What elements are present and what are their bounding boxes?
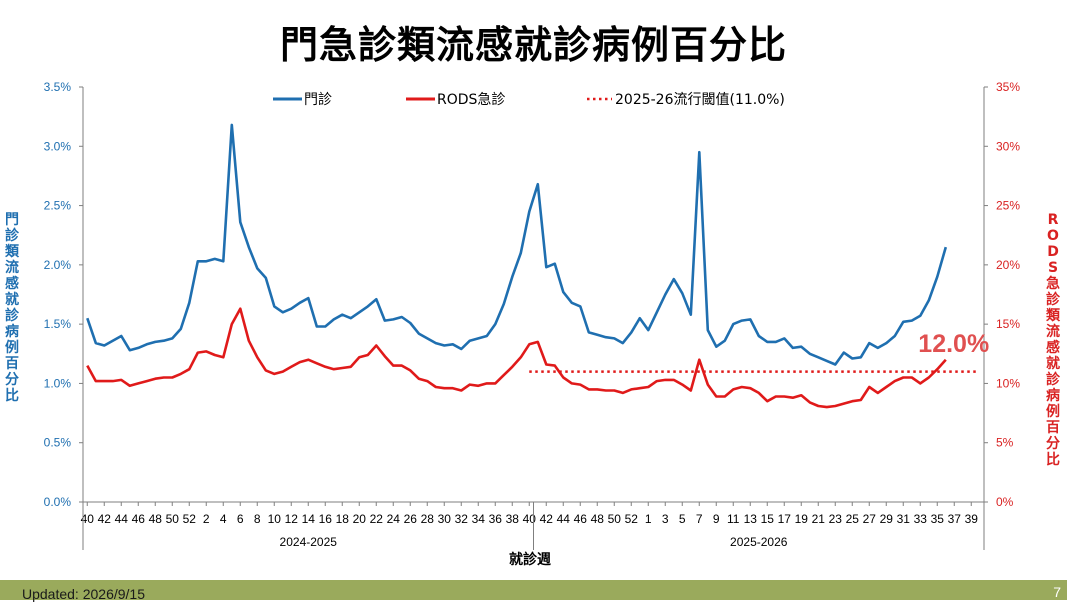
x-tick-label: 37 (948, 512, 962, 526)
x-tick-label: 48 (591, 512, 605, 526)
x-tick-label: 31 (897, 512, 911, 526)
x-tick-label: 18 (336, 512, 350, 526)
y-tick-right-label: 0% (996, 495, 1014, 509)
x-tick-label: 40 (523, 512, 537, 526)
x-tick-label: 46 (132, 512, 146, 526)
legend-label-outpatient: 門診 (304, 92, 332, 108)
x-tick-label: 7 (696, 512, 703, 526)
y-tick-right-label: 25% (996, 199, 1020, 213)
x-tick-label: 26 (404, 512, 418, 526)
x-tick-label: 20 (353, 512, 367, 526)
season-label-2025-2026: 2025-2026 (730, 535, 788, 549)
y-tick-left-label: 1.5% (44, 317, 72, 331)
x-tick-label: 25 (846, 512, 860, 526)
x-tick-label: 40 (81, 512, 95, 526)
x-tick-label: 32 (455, 512, 469, 526)
x-tick-label: 52 (183, 512, 197, 526)
y-tick-left-label: 3.5% (44, 80, 72, 94)
x-tick-label: 44 (115, 512, 129, 526)
x-tick-label: 24 (387, 512, 401, 526)
x-axis-label: 就診週 (509, 551, 551, 568)
x-tick-label: 12 (285, 512, 299, 526)
y-tick-left-label: 3.0% (44, 139, 72, 153)
x-tick-label: 52 (625, 512, 639, 526)
x-tick-label: 34 (472, 512, 486, 526)
updated-text: Updated: 2026/9/15 (22, 586, 145, 602)
x-tick-label: 42 (98, 512, 112, 526)
x-tick-label: 6 (237, 512, 244, 526)
x-tick-label: 50 (608, 512, 622, 526)
x-tick-label: 42 (540, 512, 554, 526)
x-tick-label: 13 (744, 512, 758, 526)
x-tick-label: 39 (965, 512, 979, 526)
x-tick-label: 38 (506, 512, 520, 526)
x-tick-label: 10 (268, 512, 282, 526)
series-line-rods (86, 307, 947, 409)
y-tick-left-label: 0.5% (44, 436, 72, 450)
season-label-2024-2025: 2024-2025 (280, 535, 338, 549)
x-tick-label: 28 (421, 512, 435, 526)
y-axis-left-label: 門診類流感就診病例百分比 (5, 212, 19, 404)
x-tick-label: 21 (812, 512, 826, 526)
x-tick-label: 14 (302, 512, 316, 526)
x-tick-label: 35 (931, 512, 945, 526)
x-tick-label: 9 (713, 512, 720, 526)
y-tick-right-label: 5% (996, 436, 1014, 450)
x-tick-label: 11 (727, 512, 740, 526)
page-title: 門急診類流感就診病例百分比 (279, 23, 787, 67)
x-tick-label: 50 (166, 512, 180, 526)
legend-label-threshold: 2025-26流行閾值(11.0%) (615, 92, 785, 108)
x-tick-label: 1 (645, 512, 652, 526)
x-tick-label: 22 (370, 512, 384, 526)
x-tick-label: 15 (761, 512, 775, 526)
annotation-latest-value: 12.0% (918, 330, 989, 358)
x-tick-label: 17 (778, 512, 792, 526)
x-tick-label: 48 (149, 512, 163, 526)
x-tick-label: 2 (203, 512, 210, 526)
x-tick-label: 46 (574, 512, 588, 526)
y-tick-right-label: 30% (996, 139, 1020, 153)
y-tick-left-label: 0.0% (44, 495, 72, 509)
x-tick-label: 27 (863, 512, 877, 526)
x-tick-label: 19 (795, 512, 809, 526)
chart: 0.0% 0.5% 1.0% 1.5% 2.0% 2.5% 3.0% 3.5% 0% 5% 10% 1… (44, 80, 1021, 568)
x-tick-label: 36 (489, 512, 503, 526)
series-line-outpatient (86, 123, 948, 366)
x-tick-label: 4 (220, 512, 227, 526)
x-tick-label: 23 (829, 512, 843, 526)
x-tick-label: 8 (254, 512, 261, 526)
x-tick-label: 29 (880, 512, 894, 526)
x-tick-label: 5 (679, 512, 686, 526)
footer-bar (0, 580, 1067, 600)
legend-label-rods: RODS急診 (437, 92, 505, 108)
x-tick-label: 16 (319, 512, 333, 526)
x-tick-label: 44 (557, 512, 571, 526)
page-number: 7 (1053, 584, 1061, 600)
x-tick-label: 3 (662, 512, 669, 526)
y-tick-right-label: 10% (996, 376, 1020, 390)
y-tick-left-label: 2.0% (44, 258, 72, 272)
y-tick-right-label: 20% (996, 258, 1020, 272)
y-tick-left-label: 1.0% (44, 376, 72, 390)
x-tick-label: 33 (914, 512, 928, 526)
x-tick-label: 30 (438, 512, 452, 526)
y-tick-right-label: 15% (996, 317, 1020, 331)
y-tick-left-label: 2.5% (44, 199, 72, 213)
y-tick-right-label: 35% (996, 80, 1020, 94)
